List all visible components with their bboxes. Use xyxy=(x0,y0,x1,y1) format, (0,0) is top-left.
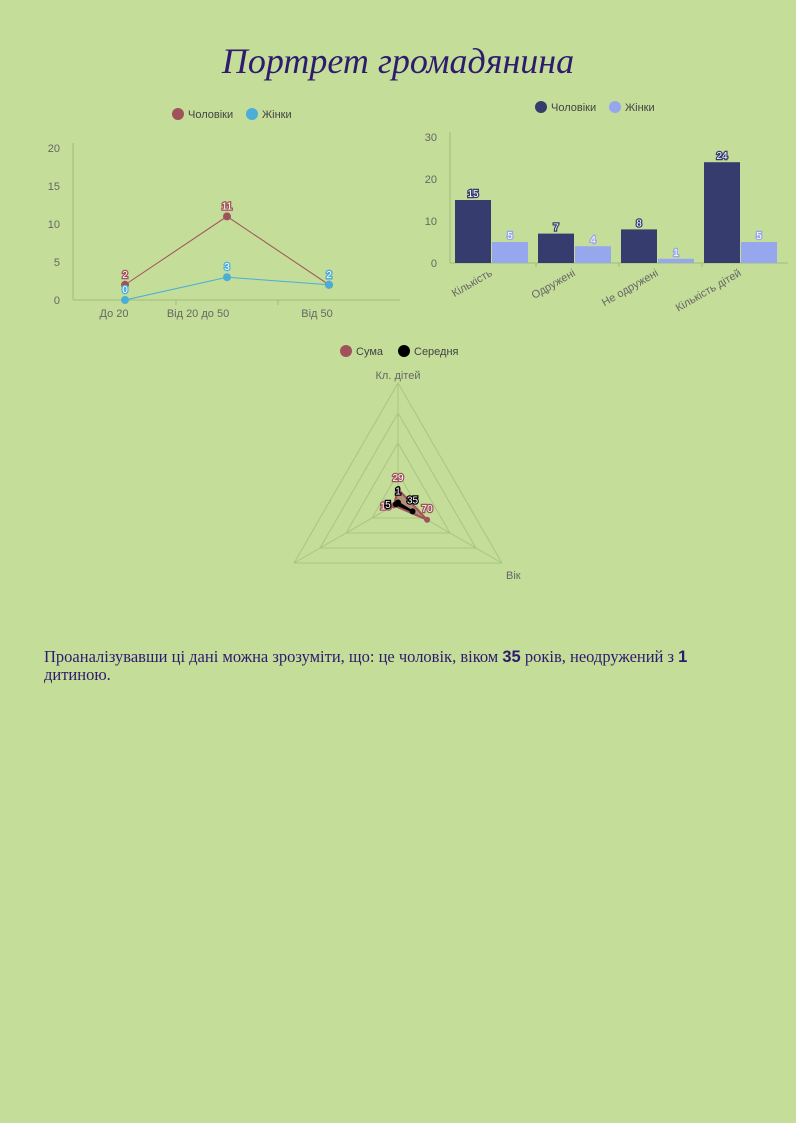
radar-point-середня xyxy=(392,501,399,508)
legend-marker-жінки xyxy=(609,101,621,113)
data-point-чоловіки xyxy=(121,280,129,289)
data-point-жінки xyxy=(325,280,333,289)
legend-marker-чоловіки xyxy=(172,108,184,120)
x-tick-label-не-одружені: Не одружені xyxy=(600,267,661,309)
radar-spoke xyxy=(293,502,399,564)
legend-label-жінки: Жінки xyxy=(625,102,655,114)
data-label-жінки: 3 xyxy=(224,262,230,273)
x-tick-label-до-20: До 20 xyxy=(100,308,129,320)
radar-grid-ring xyxy=(345,441,451,534)
legend-label-жінки: Жінки xyxy=(262,109,292,121)
radar-grid-ring xyxy=(371,471,425,519)
counts-bar-chart: Чоловіки Жінки0102030155Кількість74Одруже… xyxy=(425,101,788,314)
conclusion-text: Проаналізувавши ці дані можна зрозуміти,… xyxy=(44,648,754,684)
legend-marker-чоловіки xyxy=(535,101,547,113)
bar-чоловіки xyxy=(704,162,740,263)
radar-point-сума xyxy=(424,516,431,523)
legend-marker-середня xyxy=(398,345,410,357)
bar-чоловіки xyxy=(455,200,491,263)
radar-axis-label-age: Вік xyxy=(506,570,521,582)
x-tick-label-одружені: Одружені xyxy=(530,267,578,302)
conclusion-children: 1 xyxy=(678,648,688,666)
conclusion-part-1: Проаналізувавши ці дані можна зрозуміти,… xyxy=(44,647,503,666)
conclusion-age: 35 xyxy=(502,648,521,666)
radar-label-середня: 5 xyxy=(385,500,391,511)
data-label-чоловіки: 2 xyxy=(326,270,332,281)
y-tick-label: 0 xyxy=(54,295,60,307)
page-title: Портрет громадянина xyxy=(221,41,575,81)
radar-label-сума: 29 xyxy=(392,473,404,484)
x-tick-label-від-50: Від 50 xyxy=(301,308,333,320)
y-tick-label: 10 xyxy=(425,216,437,228)
y-tick-label: 0 xyxy=(431,258,437,270)
x-tick-label-кількість-дітей: Кількість дітей xyxy=(674,267,744,314)
y-tick-label: 20 xyxy=(425,174,437,186)
y-tick-label: 10 xyxy=(48,219,60,231)
radar-label-сума: 70 xyxy=(422,504,434,515)
bar-чоловіки xyxy=(621,229,657,263)
radar-axis-label-children: Кл. дітей xyxy=(376,370,421,382)
y-tick-label: 30 xyxy=(425,132,437,144)
bar-label-жінки: 5 xyxy=(756,231,762,242)
bar-жінки xyxy=(658,258,694,263)
bar-label-чоловіки: 7 xyxy=(553,223,559,234)
radar-grid-ring xyxy=(293,382,503,564)
data-point-жінки xyxy=(121,296,129,304)
legend-marker-жінки xyxy=(246,108,258,120)
bar-чоловіки xyxy=(538,233,574,263)
data-point-чоловіки xyxy=(223,212,231,221)
radar-label-сума: 10 xyxy=(380,501,392,512)
conclusion-part-2: років, неодружений з xyxy=(520,647,679,666)
y-tick-label: 15 xyxy=(48,181,60,193)
radar-chart: Сума Середня Кл. дітей Вік 29 70 101 35 5 xyxy=(293,345,521,582)
bar-label-жінки: 1 xyxy=(673,248,679,259)
conclusion-part-3: дитиною. xyxy=(44,665,111,684)
data-label-жінки: 0 xyxy=(122,285,128,296)
data-label-чоловіки: 2 xyxy=(122,270,128,281)
bar-label-чоловіки: 15 xyxy=(467,189,479,200)
y-tick-label: 5 xyxy=(54,257,60,269)
bar-label-чоловіки: 8 xyxy=(636,218,642,229)
bar-жінки xyxy=(575,246,611,263)
data-label-чоловіки: 11 xyxy=(222,201,233,212)
data-point-жінки xyxy=(223,273,231,282)
legend-label-середня: Середня xyxy=(414,346,459,358)
radar-label-середня: 1 xyxy=(395,487,401,498)
bar-жінки xyxy=(741,242,777,263)
bar-label-жінки: 5 xyxy=(507,231,513,242)
data-label-жінки: 2 xyxy=(326,270,332,281)
x-tick-label-кількість: Кількість xyxy=(450,267,495,300)
legend-label-чоловіки: Чоловіки xyxy=(188,109,233,121)
legend-label-чоловіки: Чоловіки xyxy=(551,102,596,114)
bar-label-чоловіки: 24 xyxy=(716,151,728,162)
x-tick-label-від-20-до-50: Від 20 до 50 xyxy=(167,308,229,320)
radar-grid-ring xyxy=(319,412,477,549)
bar-label-жінки: 4 xyxy=(590,235,596,246)
radar-label-середня: 35 xyxy=(407,495,419,506)
radar-point-сума xyxy=(395,486,401,493)
legend-marker-сума xyxy=(340,345,352,357)
radar-point-середня xyxy=(409,508,416,515)
bar-жінки xyxy=(492,242,528,263)
y-tick-label: 20 xyxy=(48,143,60,155)
legend-label-сума: Сума xyxy=(356,346,384,358)
